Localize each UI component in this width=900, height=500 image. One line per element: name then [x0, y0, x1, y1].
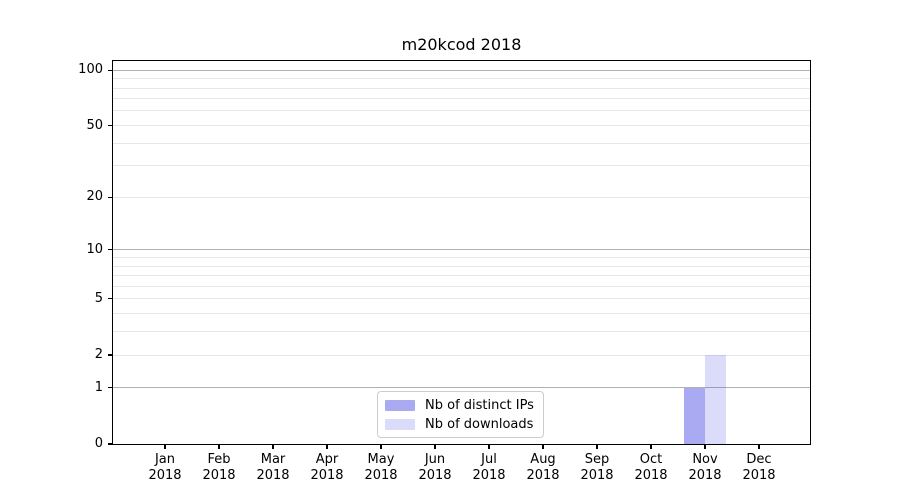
x-tick-label-nov: Nov 2018 — [688, 452, 722, 483]
gridline-minor-50 — [113, 125, 810, 126]
gridline-minor-5 — [113, 298, 810, 300]
legend-item-distinct-ips: Nb of distinct IPs — [385, 398, 535, 413]
x-tick-mark-oct — [650, 444, 652, 449]
gridline-minor-60 — [113, 110, 810, 112]
legend-label-downloads: Nb of downloads — [425, 416, 534, 432]
y-tick-label-100: 100 — [78, 62, 103, 78]
x-tick-mark-may — [380, 444, 382, 449]
y-tick-mark-10 — [107, 249, 112, 251]
gridline-minor-3 — [113, 331, 810, 333]
y-tick-label-50: 50 — [86, 117, 103, 133]
gridline-minor-80 — [113, 87, 810, 89]
gridline-minor-9 — [113, 257, 810, 258]
x-tick-mark-jun — [434, 444, 436, 449]
gridline-major-1 — [113, 387, 810, 389]
gridline-minor-6 — [113, 285, 810, 287]
legend-label-distinct-ips: Nb of distinct IPs — [425, 397, 534, 413]
y-tick-mark-50 — [107, 124, 112, 127]
x-tick-mark-aug — [542, 444, 544, 449]
x-tick-mark-apr — [326, 444, 328, 449]
y-tick-label-0: 0 — [94, 436, 103, 451]
plot-inner: 0 1 2 5 10 20 50 100 Jan 2018 Feb 2018 Mar 2018 Apr 201… — [78, 61, 810, 483]
gridline-minor-40 — [113, 142, 810, 144]
gridline-minor-70 — [113, 98, 810, 100]
gridline-minor-7 — [113, 275, 810, 276]
x-tick-label-apr: Apr 2018 — [310, 452, 344, 483]
x-tick-mark-dec — [758, 444, 760, 449]
gridline-minor-30 — [113, 165, 810, 167]
y-tick-mark-0 — [107, 443, 112, 445]
legend: Nb of distinct IPs Nb of downloads — [377, 391, 544, 438]
gridline-minor-2 — [113, 354, 810, 356]
gridline-major-10 — [113, 249, 810, 251]
x-tick-label-jun: Jun 2018 — [418, 452, 452, 483]
x-tick-label-dec: Dec 2018 — [742, 452, 776, 483]
y-tick-label-1: 1 — [94, 379, 103, 395]
gridline-minor-90 — [113, 78, 810, 79]
x-tick-mark-nov — [704, 444, 706, 449]
x-tick-mark-mar — [272, 444, 274, 449]
legend-swatch-downloads — [385, 419, 415, 430]
x-tick-mark-feb — [218, 444, 220, 449]
y-tick-label-20: 20 — [86, 189, 103, 205]
plot-area: 0 1 2 5 10 20 50 100 Jan 2018 Feb 2018 Mar 2018 Apr 201… — [78, 60, 811, 483]
bar-nb-of-distinct-ips-nov — [684, 387, 705, 444]
y-tick-label-5: 5 — [94, 290, 103, 306]
x-tick-mark-jan — [164, 444, 166, 449]
x-tick-label-oct: Oct 2018 — [634, 452, 668, 483]
chart-title: m20kcod 2018 — [401, 35, 522, 54]
y-tick-label-10: 10 — [86, 241, 103, 257]
x-tick-label-may: May 2018 — [364, 452, 398, 483]
x-tick-mark-jul — [488, 444, 490, 449]
gridline-minor-20 — [113, 196, 810, 198]
y-tick-mark-5 — [107, 298, 112, 300]
y-tick-mark-100 — [107, 69, 112, 71]
x-tick-label-aug: Aug 2018 — [526, 452, 560, 483]
bar-nb-of-downloads-nov — [705, 355, 726, 444]
x-tick-label-mar: Mar 2018 — [256, 452, 290, 483]
y-tick-mark-1 — [107, 387, 112, 389]
x-tick-label-feb: Feb 2018 — [202, 452, 236, 483]
y-tick-mark-20 — [107, 196, 112, 198]
legend-swatch-distinct-ips — [385, 400, 415, 411]
x-tick-label-sep: Sep 2018 — [580, 452, 614, 483]
legend-item-downloads: Nb of downloads — [385, 417, 535, 432]
x-tick-label-jul: Jul 2018 — [472, 452, 506, 483]
x-tick-label-jan: Jan 2018 — [148, 452, 182, 483]
gridline-minor-8 — [113, 265, 810, 267]
y-tick-mark-2 — [107, 354, 112, 356]
y-tick-label-2: 2 — [94, 347, 103, 362]
gridline-minor-4 — [113, 313, 810, 315]
gridline-major-100 — [113, 69, 810, 71]
x-tick-mark-sep — [596, 444, 598, 449]
